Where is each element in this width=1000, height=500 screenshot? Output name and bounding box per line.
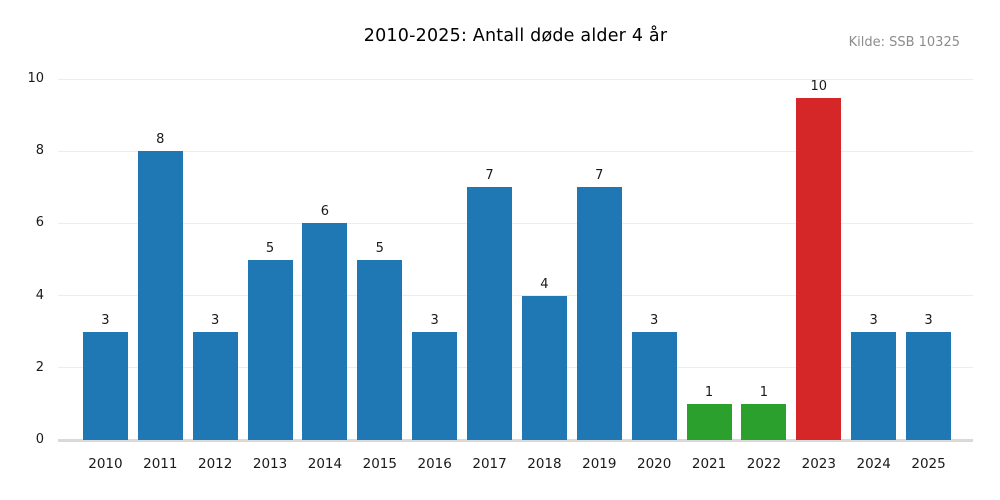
bar-2010 (82, 331, 128, 440)
bars-layer: 3 8 3 5 6 5 3 7 4 7 3 1 1 10 3 3 (58, 79, 973, 440)
bar-2012 (192, 331, 238, 440)
y-tick-label: 6 (35, 215, 44, 231)
bar-2022 (741, 403, 787, 440)
bar-slot-2015: 5 (352, 79, 407, 440)
y-tick-label: 10 (27, 71, 44, 86)
bar-value-label: 3 (924, 312, 933, 328)
bar-2017 (467, 187, 513, 440)
x-axis-line (58, 439, 973, 442)
x-tick-label: 2024 (856, 456, 891, 472)
bar-value-label: 3 (101, 312, 110, 328)
gridline (58, 295, 973, 297)
bar-value-label: 3 (211, 312, 220, 328)
gridline (58, 222, 973, 224)
bar-2024 (851, 331, 897, 440)
bar-value-label: 5 (265, 240, 275, 256)
bar-slot-2019: 7 (572, 79, 627, 440)
bar-value-label: 3 (869, 312, 878, 328)
gridline (58, 150, 973, 152)
bar-2019 (576, 187, 622, 440)
bar-2025 (906, 331, 952, 440)
y-tick-label: 0 (35, 432, 44, 447)
x-tick-label: 2025 (911, 456, 946, 472)
bar-slot-2023: 10 (791, 79, 846, 440)
bar-value-label: 6 (320, 204, 330, 220)
x-tick-label: 2023 (801, 456, 836, 472)
y-tick-label: 4 (35, 287, 44, 303)
bar-2013 (247, 259, 293, 440)
bar-slot-2010: 3 (78, 79, 133, 440)
bar-slot-2016: 3 (407, 79, 462, 440)
gridline (58, 367, 973, 369)
bar-2021 (686, 403, 732, 440)
bar-slot-2014: 6 (298, 79, 353, 440)
bar-2018 (521, 295, 567, 440)
x-tick-label: 2017 (472, 456, 507, 472)
bar-value-label: 4 (540, 276, 549, 292)
bar-slot-2018: 4 (517, 79, 572, 440)
y-tick-label: 2 (35, 359, 44, 375)
plot-area: 0 2 4 6 8 10 3 8 3 5 6 5 3 7 4 7 3 1 1 10 3 3 2010 2011 2012 20… (27, 71, 973, 472)
bar-slot-2021: 1 (682, 79, 737, 440)
x-tick-label: 2019 (582, 456, 617, 472)
bar-slot-2013: 5 (243, 79, 298, 440)
bar-value-label: 10 (810, 79, 828, 94)
bar-value-label: 7 (485, 168, 494, 184)
bar-2016 (412, 331, 458, 440)
x-tick-label: 2020 (637, 456, 672, 472)
gridline (58, 78, 973, 80)
chart-title: 2010-2025: Antall døde alder 4 år (363, 26, 668, 46)
bar-slot-2011: 8 (133, 79, 188, 440)
x-tick-label: 2012 (198, 456, 233, 472)
bar-slot-2025: 3 (901, 79, 956, 440)
bar-slot-2020: 3 (627, 79, 682, 440)
bar-slot-2012: 3 (188, 79, 243, 440)
x-axis: 2010 2011 2012 2013 2014 2015 2016 2017 2018 2019… (58, 456, 973, 472)
bar-value-label: 5 (375, 240, 384, 256)
bar-value-label: 3 (650, 312, 659, 328)
x-tick-label: 2016 (417, 456, 452, 472)
bar-value-label: 1 (704, 384, 714, 400)
x-tick-label: 2010 (88, 456, 123, 472)
bar-slot-2022: 1 (737, 79, 792, 440)
bar-value-label: 7 (595, 168, 604, 184)
x-tick-label: 2022 (746, 456, 782, 472)
x-tick-label: 2013 (252, 456, 288, 472)
source-label: Kilde: SSB 10325 (848, 35, 960, 50)
bar-2011 (137, 151, 183, 440)
x-tick-label: 2011 (143, 456, 178, 472)
x-tick-label: 2018 (527, 456, 562, 472)
bar-value-label: 1 (759, 384, 769, 400)
bar-value-label: 8 (156, 132, 165, 148)
bar-slot-2017: 7 (462, 79, 517, 440)
x-tick-label: 2021 (691, 456, 727, 472)
bar-slot-2024: 3 (846, 79, 901, 440)
bar-2023 (796, 98, 842, 440)
y-tick-label: 8 (35, 143, 44, 159)
bar-2020 (631, 331, 677, 440)
bar-2014 (302, 223, 348, 440)
x-tick-label: 2015 (362, 456, 397, 472)
bar-value-label: 3 (430, 312, 439, 328)
bar-2015 (357, 259, 403, 440)
x-tick-label: 2014 (307, 456, 343, 472)
